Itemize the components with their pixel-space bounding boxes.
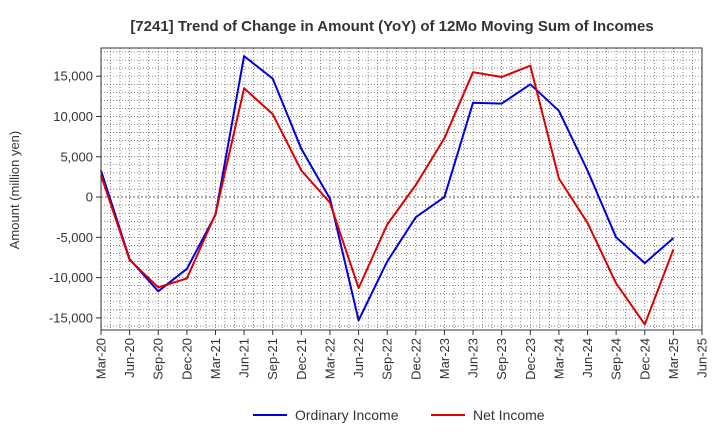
y-tick-label: 0 xyxy=(86,190,93,205)
y-tick-label: 15,000 xyxy=(53,69,93,84)
axes: -15,000 -10,000 -5,000 0 5,000 10,000 15,000 Ma… xyxy=(49,47,710,380)
x-tick-label: Mar-23 xyxy=(437,338,452,379)
x-tick-label: Dec-22 xyxy=(408,338,423,380)
y-tick-label: 10,000 xyxy=(53,109,93,124)
legend-label-net-income: Net Income xyxy=(473,407,545,423)
x-tick-label: Sep-21 xyxy=(265,338,280,380)
legend-label-ordinary-income: Ordinary Income xyxy=(295,407,399,423)
x-tick-label: Sep-23 xyxy=(494,338,509,380)
x-tick-label: Jun-23 xyxy=(466,338,481,378)
legend: Ordinary Income Net Income xyxy=(253,407,545,423)
series-line-ordinary-income xyxy=(100,55,675,322)
y-axis-label: Amount (million yen) xyxy=(7,131,22,250)
plot-border xyxy=(100,47,703,331)
y-tick-label: -5,000 xyxy=(56,230,93,245)
series-line-net-income xyxy=(100,64,675,326)
x-tick-label: Jun-24 xyxy=(580,338,595,378)
y-tick-label: -15,000 xyxy=(49,310,93,325)
chart-title: [7241] Trend of Change in Amount (YoY) o… xyxy=(130,18,653,35)
x-tick-label: Dec-20 xyxy=(179,338,194,380)
x-tick-label: Dec-24 xyxy=(637,338,652,380)
x-tick-label: Jun-21 xyxy=(237,338,252,378)
x-tick-label: Dec-21 xyxy=(294,338,309,380)
y-tick-label: -10,000 xyxy=(49,270,93,285)
x-tick-label: Mar-20 xyxy=(94,338,109,379)
x-tick-label: Mar-21 xyxy=(208,338,223,379)
x-tick-label: Jun-25 xyxy=(695,338,710,378)
x-tick-label: Mar-24 xyxy=(551,338,566,379)
y-tick-label: 5,000 xyxy=(60,149,93,164)
x-tick-label: Jun-20 xyxy=(122,338,137,378)
x-tick-label: Sep-22 xyxy=(380,338,395,380)
series-layer xyxy=(100,55,675,326)
x-tick-label: Mar-22 xyxy=(322,338,337,379)
x-tick-label: Sep-24 xyxy=(609,338,624,380)
x-tick-label: Dec-23 xyxy=(523,338,538,380)
x-tick-label: Mar-25 xyxy=(666,338,681,379)
x-tick-label: Sep-20 xyxy=(151,338,166,380)
x-tick-label: Jun-22 xyxy=(351,338,366,378)
